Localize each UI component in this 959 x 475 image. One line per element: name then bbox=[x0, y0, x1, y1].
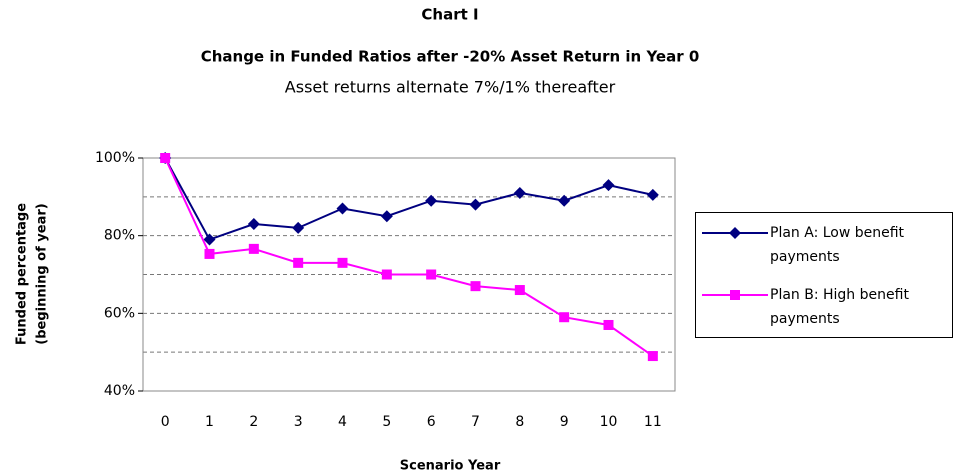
y-tick-label: 40% bbox=[104, 383, 135, 399]
marker bbox=[559, 312, 570, 323]
chart-subtitle: Change in Funded Ratios after -20% Asset… bbox=[201, 48, 700, 66]
y-tick-label: 80% bbox=[104, 228, 135, 244]
marker bbox=[247, 218, 260, 231]
x-tick-label: 0 bbox=[161, 414, 170, 430]
marker bbox=[470, 281, 481, 292]
x-tick-label: 3 bbox=[294, 414, 303, 430]
x-tick-label: 4 bbox=[338, 414, 347, 430]
legend-swatch bbox=[702, 227, 768, 239]
x-tick-label: 5 bbox=[382, 414, 391, 430]
legend-swatch bbox=[702, 290, 768, 300]
x-tick-label: 10 bbox=[600, 414, 618, 430]
marker bbox=[204, 248, 215, 259]
chart-title: Chart I bbox=[421, 6, 478, 24]
plot-area bbox=[142, 157, 676, 392]
marker bbox=[337, 257, 348, 268]
marker bbox=[292, 221, 305, 234]
legend-label: Plan B: High benefit payments bbox=[770, 287, 909, 327]
marker bbox=[513, 186, 526, 199]
line bbox=[164, 157, 654, 241]
x-tick-label: 1 bbox=[205, 414, 214, 430]
x-tick-label: 7 bbox=[471, 414, 480, 430]
marker bbox=[203, 233, 216, 246]
marker bbox=[160, 153, 171, 163]
x-tick-label: 8 bbox=[515, 414, 524, 430]
legend: Plan A: Low benefit payments Plan B: High… bbox=[695, 212, 953, 338]
marker bbox=[646, 188, 659, 201]
marker bbox=[514, 285, 525, 296]
y-axis-label: (beginning of year) bbox=[35, 203, 50, 344]
y-tick-label: 100% bbox=[95, 150, 135, 166]
marker bbox=[293, 257, 304, 268]
marker bbox=[426, 269, 437, 280]
marker bbox=[729, 227, 741, 239]
x-tick-label: 2 bbox=[249, 414, 258, 430]
x-tick-label: 9 bbox=[560, 414, 569, 430]
x-tick-label: 6 bbox=[427, 414, 436, 430]
marker bbox=[381, 269, 392, 280]
marker bbox=[603, 319, 614, 330]
x-tick-label: 11 bbox=[644, 414, 662, 430]
line bbox=[164, 157, 654, 357]
marker bbox=[380, 210, 393, 223]
marker bbox=[647, 351, 658, 362]
legend-label: Plan A: Low benefit payments bbox=[770, 225, 905, 265]
chart-subtitle: Asset returns alternate 7%/1% thereafter bbox=[285, 78, 616, 97]
marker bbox=[730, 290, 740, 300]
marker bbox=[425, 194, 438, 207]
y-tick-label: 60% bbox=[104, 305, 135, 321]
marker bbox=[469, 198, 482, 211]
x-axis-label: Scenario Year bbox=[400, 459, 501, 474]
marker bbox=[558, 194, 571, 207]
marker bbox=[336, 202, 349, 215]
marker bbox=[248, 243, 259, 254]
marker bbox=[602, 179, 615, 192]
y-axis-label: Funded percentage bbox=[15, 203, 30, 345]
